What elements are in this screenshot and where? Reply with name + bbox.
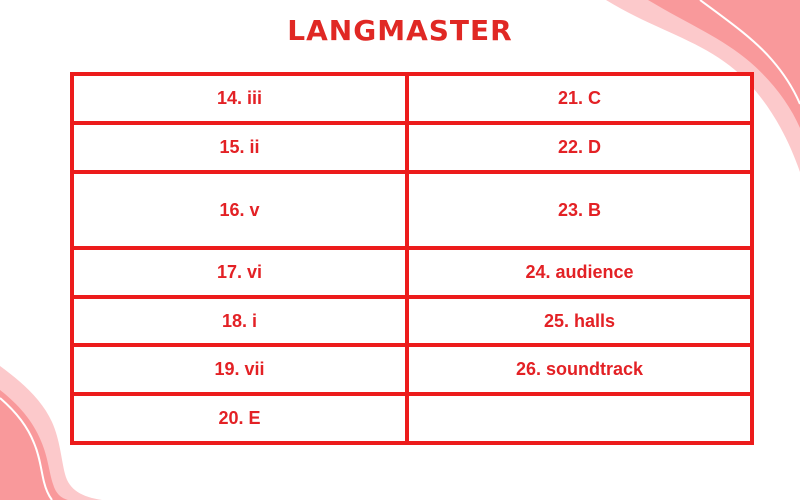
wave-dark-blob [0, 390, 68, 500]
answers-table: 14. iii 21. C 15. ii 22. D 16. v 23. B 1… [70, 72, 754, 445]
answer-cell: 22. D [405, 121, 754, 174]
answer-cell: 20. E [70, 392, 409, 445]
answer-cell: 23. B [405, 170, 754, 250]
answer-cell: 19. vii [70, 343, 409, 396]
logo-title: LANGMASTER [287, 14, 513, 47]
answer-cell: 15. ii [70, 121, 409, 174]
table-row: 15. ii 22. D [70, 121, 754, 174]
answer-cell: 25. halls [405, 295, 754, 347]
table-row: 17. vi 24. audience [70, 246, 754, 299]
table-row: 20. E [70, 392, 754, 445]
answer-cell [405, 392, 754, 445]
answer-cell: 16. v [70, 170, 409, 250]
table-row: 19. vii 26. soundtrack [70, 343, 754, 396]
answer-cell: 26. soundtrack [405, 343, 754, 396]
answer-cell: 17. vi [70, 246, 409, 299]
answer-cell: 14. iii [70, 72, 409, 125]
table-row: 16. v 23. B [70, 170, 754, 250]
table-row: 14. iii 21. C [70, 72, 754, 125]
answer-cell: 24. audience [405, 246, 754, 299]
answer-cell: 21. C [405, 72, 754, 125]
wave-white-line [0, 397, 53, 500]
answer-cell: 18. i [70, 295, 409, 347]
table-row: 18. i 25. halls [70, 295, 754, 347]
